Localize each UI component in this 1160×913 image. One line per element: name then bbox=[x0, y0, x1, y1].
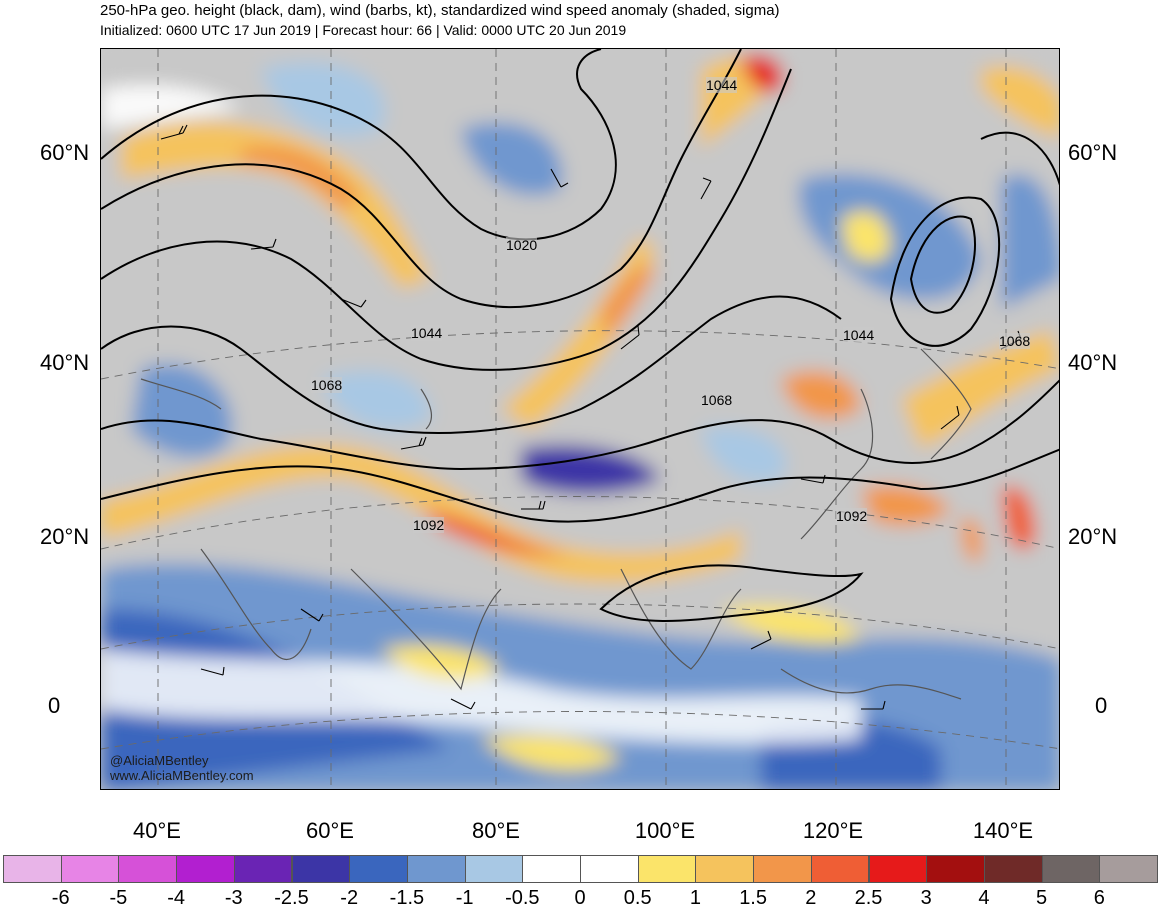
lat-label-right-40n: 40°N bbox=[1068, 350, 1118, 375]
contour-label: 1068 bbox=[701, 392, 733, 408]
colorbar-tick-label: -1.5 bbox=[389, 887, 425, 909]
contour-label: 1068 bbox=[999, 333, 1031, 349]
lon-label-60e: 60°E bbox=[306, 818, 354, 843]
colorbar-swatch bbox=[637, 855, 697, 883]
map-canvas bbox=[101, 49, 1059, 789]
chart-subtitle: Initialized: 0600 UTC 17 Jun 2019 | Fore… bbox=[100, 22, 627, 38]
colorbar-swatch bbox=[695, 855, 755, 883]
colorbar-swatch bbox=[926, 855, 985, 883]
colorbar-tick-label: -5 bbox=[109, 887, 128, 909]
colorbar-swatch bbox=[810, 855, 870, 883]
lon-label-100e: 100°E bbox=[634, 818, 696, 843]
colorbar-tick-label: -1 bbox=[455, 887, 474, 909]
lat-label-right-eq: 0 bbox=[1095, 693, 1108, 718]
colorbar-swatch bbox=[349, 855, 408, 883]
colorbar-tick-label: 4 bbox=[978, 887, 990, 909]
colorbar-tick-label: 2.5 bbox=[854, 887, 883, 909]
lon-label-40e: 40°E bbox=[133, 818, 181, 843]
contour-label: 1068 bbox=[311, 377, 343, 393]
lon-label-140e: 140°E bbox=[972, 818, 1034, 843]
lon-label-120e: 120°E bbox=[802, 818, 864, 843]
lon-label-80e: 80°E bbox=[472, 818, 520, 843]
colorbar-tick-label: -6 bbox=[51, 887, 70, 909]
lat-label-left-40n: 40°N bbox=[40, 350, 90, 375]
colorbar-swatch bbox=[753, 855, 812, 883]
lat-label-right-60n: 60°N bbox=[1068, 140, 1118, 165]
lat-label-left-60n: 60°N bbox=[40, 140, 90, 165]
contour-label: 1044 bbox=[706, 77, 738, 93]
colorbar-tick-label: 1 bbox=[689, 887, 701, 909]
colorbar-tick-label: 2 bbox=[805, 887, 817, 909]
colorbar-tick-label: 5 bbox=[1036, 887, 1048, 909]
colorbar-tick-label: -3 bbox=[224, 887, 243, 909]
colorbar-tick-label: 3 bbox=[920, 887, 932, 909]
colorbar-swatch bbox=[580, 855, 639, 883]
colorbar-swatch bbox=[1041, 855, 1101, 883]
anomaly-shading bbox=[101, 49, 1059, 789]
colorbar-tick-label: 1.5 bbox=[739, 887, 767, 909]
credit-site: www.AliciaMBentley.com bbox=[110, 768, 254, 783]
colorbar-swatch bbox=[868, 855, 928, 883]
colorbar-swatch bbox=[983, 855, 1043, 883]
colorbar-tick-label: -0.5 bbox=[505, 887, 540, 909]
contour-label: 1092 bbox=[836, 508, 868, 524]
colorbar-swatch bbox=[118, 855, 178, 883]
colorbar-swatch bbox=[3, 855, 62, 883]
chart-title: 250-hPa geo. height (black, dam), wind (… bbox=[100, 2, 780, 19]
colorbar-tick-label: 0 bbox=[574, 887, 586, 909]
colorbar-tick-label: 6 bbox=[1093, 887, 1105, 909]
colorbar-swatch bbox=[176, 855, 235, 883]
colorbar bbox=[3, 855, 1158, 883]
colorbar-tick-label: -4 bbox=[167, 887, 185, 909]
contour-label: 1092 bbox=[413, 517, 445, 533]
colorbar-swatch bbox=[464, 855, 524, 883]
contour-label: 1020 bbox=[506, 237, 538, 253]
colorbar-tick-label: 0.5 bbox=[623, 887, 652, 909]
colorbar-swatch bbox=[233, 855, 293, 883]
colorbar-swatch bbox=[1099, 855, 1158, 883]
colorbar-tick-label: -2.5 bbox=[274, 887, 309, 909]
colorbar-tick-label: -2 bbox=[340, 887, 359, 909]
coastlines bbox=[140, 348, 972, 700]
lat-label-left-20n: 20°N bbox=[40, 524, 90, 549]
contour-label: 1044 bbox=[411, 325, 443, 341]
colorbar-swatch bbox=[291, 855, 351, 883]
lat-label-right-20n: 20°N bbox=[1068, 524, 1118, 549]
height-contours bbox=[101, 49, 1059, 622]
wind-barbs bbox=[160, 124, 1022, 710]
colorbar-swatch bbox=[406, 855, 466, 883]
lat-label-left-eq: 0 bbox=[48, 693, 61, 718]
map-panel: 1044 1020 1044 1068 1068 1044 1068 1092 … bbox=[100, 48, 1060, 790]
colorbar-swatch bbox=[60, 855, 120, 883]
contour-label: 1044 bbox=[843, 327, 875, 343]
credit-handle: @AliciaMBentley bbox=[110, 753, 209, 768]
colorbar-swatch bbox=[522, 855, 581, 883]
